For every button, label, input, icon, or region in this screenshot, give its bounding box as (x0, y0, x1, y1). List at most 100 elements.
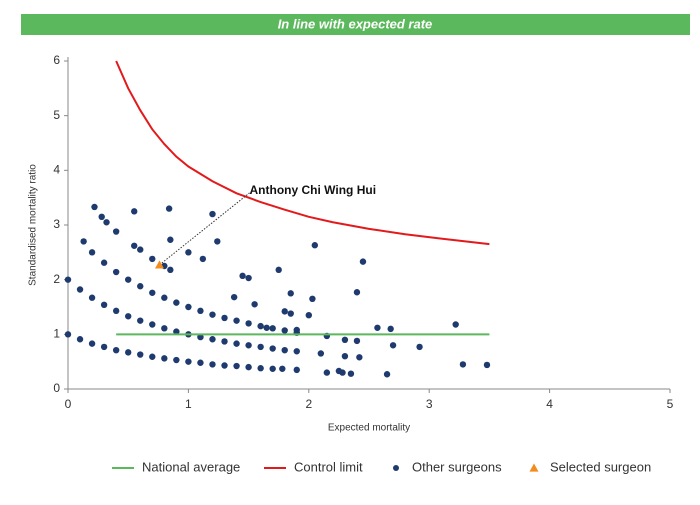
surgeon-point (335, 367, 343, 375)
surgeon-point (112, 268, 120, 276)
surgeon-point (233, 340, 240, 347)
surgeon-point (167, 266, 174, 274)
surgeon-point (149, 321, 156, 328)
surgeon-point (221, 362, 228, 369)
surgeon-point (100, 301, 108, 309)
surgeon-point (293, 326, 300, 334)
x-tick-label: 3 (426, 397, 433, 411)
surgeon-point (64, 276, 72, 283)
surgeon-point (353, 337, 361, 345)
surgeon-point (221, 314, 228, 322)
surgeon-point (374, 324, 381, 331)
surgeon-point (103, 219, 110, 226)
surgeon-point (88, 249, 96, 256)
annotation-text: Anthony Chi Wing Hui (250, 183, 377, 197)
banner (21, 14, 690, 35)
surgeon-point (100, 259, 108, 266)
surgeon-point (287, 290, 294, 297)
surgeon-point (185, 358, 192, 365)
surgeon-point (149, 255, 156, 263)
surgeon-point (269, 325, 276, 332)
surgeon-point (91, 203, 98, 211)
surgeon-point (167, 236, 174, 243)
legend-label: Other surgeons (412, 459, 502, 474)
surgeon-point (197, 307, 204, 315)
surgeon-point (131, 242, 138, 249)
surgeon-point (389, 342, 397, 349)
surgeon-point (161, 355, 168, 362)
surgeon-point (76, 336, 84, 343)
surgeon-point (483, 361, 491, 369)
x-tick-label: 5 (667, 397, 674, 411)
surgeon-point (309, 295, 316, 302)
surgeon-point (347, 370, 355, 377)
surgeon-point (230, 293, 238, 301)
surgeon-point (257, 322, 264, 330)
surgeon-point (269, 365, 276, 372)
surgeon-point (323, 369, 331, 376)
legend-label: Control limit (294, 459, 363, 474)
surgeon-point (131, 208, 138, 215)
surgeon-point (88, 294, 96, 301)
surgeon-point (245, 320, 252, 327)
x-tick-label: 2 (305, 397, 312, 411)
surgeon-point (311, 242, 319, 249)
surgeon-point (137, 283, 144, 290)
surgeon-point (173, 356, 180, 364)
surgeon-point (197, 359, 204, 366)
surgeon-point (112, 228, 120, 235)
surgeon-point (281, 327, 288, 334)
y-tick-label: 0 (53, 381, 60, 395)
surgeon-point (100, 343, 108, 351)
surgeon-point (185, 249, 192, 256)
surgeon-point (185, 303, 192, 311)
surgeon-point (293, 348, 300, 355)
y-axis-title: Standardised mortality ratio (28, 164, 39, 286)
banner-text: In line with expected rate (278, 16, 433, 31)
surgeon-point (233, 362, 240, 370)
surgeon-point (452, 321, 459, 328)
surgeon-point (88, 340, 96, 347)
x-tick-label: 1 (185, 397, 192, 411)
surgeon-point (125, 276, 132, 283)
legend-swatch (393, 465, 399, 471)
x-axis-title: Expected mortality (328, 423, 410, 434)
surgeon-point (383, 371, 391, 378)
surgeon-point (137, 317, 144, 324)
surgeon-point (112, 307, 120, 315)
selected-point (155, 260, 165, 269)
surgeon-point (251, 301, 258, 308)
surgeon-point (279, 365, 286, 372)
surgeon-point (199, 255, 207, 263)
surgeon-point (269, 345, 276, 352)
surgeon-point (293, 366, 300, 374)
surgeon-point (149, 289, 156, 296)
surgeon-point (209, 311, 216, 318)
surgeon-point (287, 310, 294, 317)
y-tick-label: 1 (53, 327, 60, 341)
surgeon-point (257, 365, 264, 372)
surgeon-point (239, 272, 246, 280)
surgeon-point (209, 210, 216, 218)
x-tick-label: 0 (65, 397, 72, 411)
surgeon-point (112, 346, 120, 354)
surgeon-point (275, 266, 282, 274)
series-line (115, 60, 490, 246)
surgeon-point (257, 343, 264, 351)
x-tick-label: 4 (546, 397, 553, 411)
surgeon-point (209, 361, 216, 368)
surgeon-point (214, 238, 221, 245)
surgeon-point (353, 289, 361, 296)
surgeon-point (245, 274, 252, 282)
surgeon-point (459, 361, 467, 368)
surgeon-point (341, 336, 349, 343)
surgeon-point (281, 308, 288, 315)
surgeon-point (341, 353, 349, 360)
y-tick-label: 6 (53, 53, 60, 67)
y-tick-label: 5 (53, 108, 60, 122)
surgeon-point (161, 294, 168, 301)
surgeon-point (173, 328, 180, 335)
surgeon-point (80, 238, 87, 245)
surgeon-point (173, 299, 180, 306)
